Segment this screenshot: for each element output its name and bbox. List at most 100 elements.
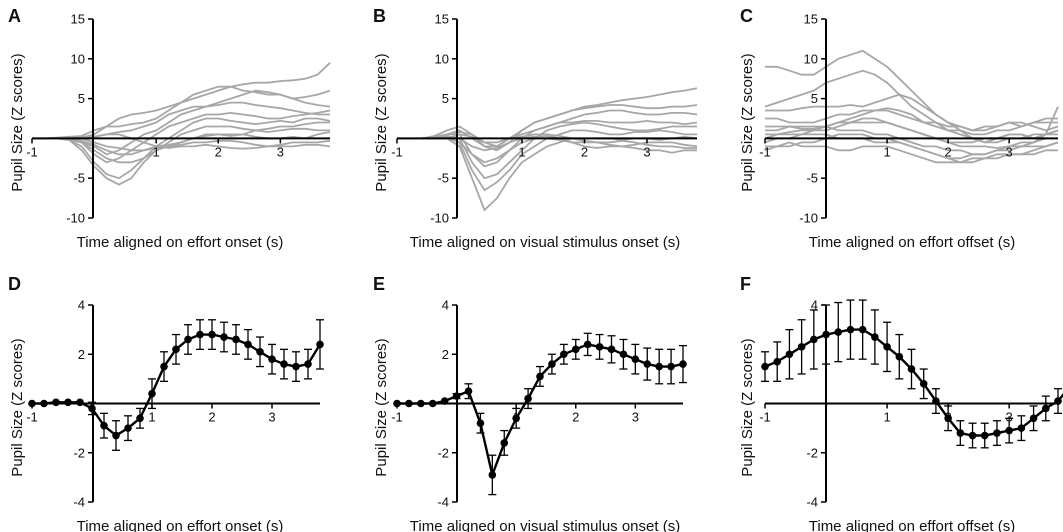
- data-point: [944, 414, 952, 423]
- data-point: [428, 399, 437, 408]
- y-tick-label: 5: [78, 91, 85, 106]
- data-point: [136, 414, 144, 423]
- data-point: [220, 333, 228, 341]
- x-tick-label: 2: [572, 410, 579, 425]
- y-tick-label: -2: [73, 445, 85, 460]
- data-point: [100, 421, 108, 430]
- y-tick-label: 2: [78, 347, 85, 362]
- data-point: [993, 429, 1001, 437]
- y-axis-title: Pupil Size (Z scores): [9, 53, 26, 191]
- data-point: [292, 362, 300, 371]
- data-point: [932, 397, 940, 405]
- y-tick-label: -2: [437, 445, 449, 460]
- data-point: [846, 325, 855, 334]
- data-point: [500, 439, 509, 447]
- y-tick-label: 15: [804, 12, 818, 27]
- data-point: [268, 355, 276, 363]
- series-line-s4: [397, 119, 698, 168]
- panel-label: B: [373, 6, 386, 26]
- series-line-s6: [32, 117, 331, 180]
- data-point: [405, 399, 413, 408]
- x-tick-label: 1: [883, 144, 890, 159]
- y-tick-label: -4: [437, 495, 449, 510]
- y-tick-label: 4: [78, 298, 85, 313]
- data-point: [256, 347, 264, 356]
- x-tick-label: 1: [518, 144, 525, 159]
- data-point: [512, 414, 520, 423]
- data-point: [417, 399, 425, 408]
- y-axis-title: Pupil Size (Z scores): [739, 53, 756, 191]
- data-point: [524, 394, 532, 403]
- data-point: [40, 399, 48, 408]
- x-axis-title: Time aligned on visual stimulus onset (s…: [410, 518, 680, 532]
- y-tick-label: 2: [442, 347, 449, 362]
- x-tick-label: -1: [759, 410, 771, 425]
- series-line-s3: [397, 109, 698, 148]
- x-tick-label: -1: [391, 144, 403, 159]
- data-point: [28, 399, 36, 408]
- data-point: [583, 340, 592, 349]
- x-tick-label: -1: [26, 144, 38, 159]
- data-point: [595, 343, 604, 351]
- x-tick-label: 3: [1006, 144, 1013, 159]
- x-tick-label: 1: [148, 410, 155, 425]
- data-point: [834, 328, 843, 336]
- data-point: [172, 345, 180, 354]
- data-point: [476, 419, 485, 428]
- data-point: [883, 343, 891, 351]
- y-tick-label: 15: [71, 12, 85, 27]
- data-point: [655, 362, 663, 371]
- data-point: [631, 355, 640, 363]
- data-point: [907, 365, 916, 373]
- x-tick-label: 1: [153, 144, 160, 159]
- data-point: [571, 345, 580, 354]
- x-axis-title: Time aligned on visual stimulus onset (s…: [410, 234, 680, 251]
- data-point: [148, 389, 156, 398]
- x-tick-label: 3: [632, 410, 639, 425]
- x-tick-label: 1: [883, 410, 890, 425]
- data-point: [822, 330, 830, 339]
- data-point: [536, 372, 544, 381]
- data-point: [440, 397, 449, 405]
- data-point: [1029, 414, 1038, 423]
- y-tick-label: -5: [73, 171, 85, 186]
- x-tick-label: 2: [581, 144, 588, 159]
- data-point: [871, 333, 879, 341]
- data-point: [968, 431, 977, 440]
- y-tick-label: 10: [804, 51, 818, 66]
- data-point: [667, 362, 675, 371]
- series-line-s11: [764, 106, 1059, 160]
- data-point: [124, 424, 132, 432]
- x-axis-title: Time aligned on effort offset (s): [809, 234, 1016, 251]
- panel-c: C -10 -5 5 10 15 -1 1 2 3 Time aligned on effort o…: [739, 6, 1059, 251]
- data-point: [76, 398, 84, 407]
- data-point: [643, 360, 652, 368]
- series-line-s2: [397, 104, 698, 152]
- x-tick-label: 2: [208, 410, 215, 425]
- series-line-s5: [765, 107, 1058, 136]
- data-point: [797, 343, 806, 351]
- data-point: [316, 340, 324, 349]
- y-tick-label: 5: [811, 91, 818, 106]
- x-tick-label: -1: [391, 410, 403, 425]
- y-tick-label: 5: [442, 91, 449, 106]
- data-point: [184, 335, 192, 344]
- panel-label: C: [740, 6, 753, 26]
- y-tick-label: 10: [71, 51, 85, 66]
- y-tick-label: 10: [435, 51, 449, 66]
- panel-label: A: [8, 6, 21, 26]
- data-point: [196, 330, 204, 339]
- y-tick-label: -2: [806, 445, 818, 460]
- data-point: [1005, 426, 1013, 435]
- data-point: [895, 352, 904, 361]
- x-axis-title: Time aligned on effort offset (s): [809, 518, 1016, 532]
- y-axis-title: Pupil Size (Z scores): [739, 338, 756, 476]
- data-point: [208, 330, 216, 339]
- x-tick-label: 3: [277, 144, 284, 159]
- y-axis-title: Pupil Size (Z scores): [373, 338, 390, 476]
- data-point: [956, 429, 965, 437]
- mean-line: [764, 328, 1063, 437]
- panel-a: A -10 -5 5 10 15 -1 1 2 3 Time aligned on effort o…: [8, 6, 331, 251]
